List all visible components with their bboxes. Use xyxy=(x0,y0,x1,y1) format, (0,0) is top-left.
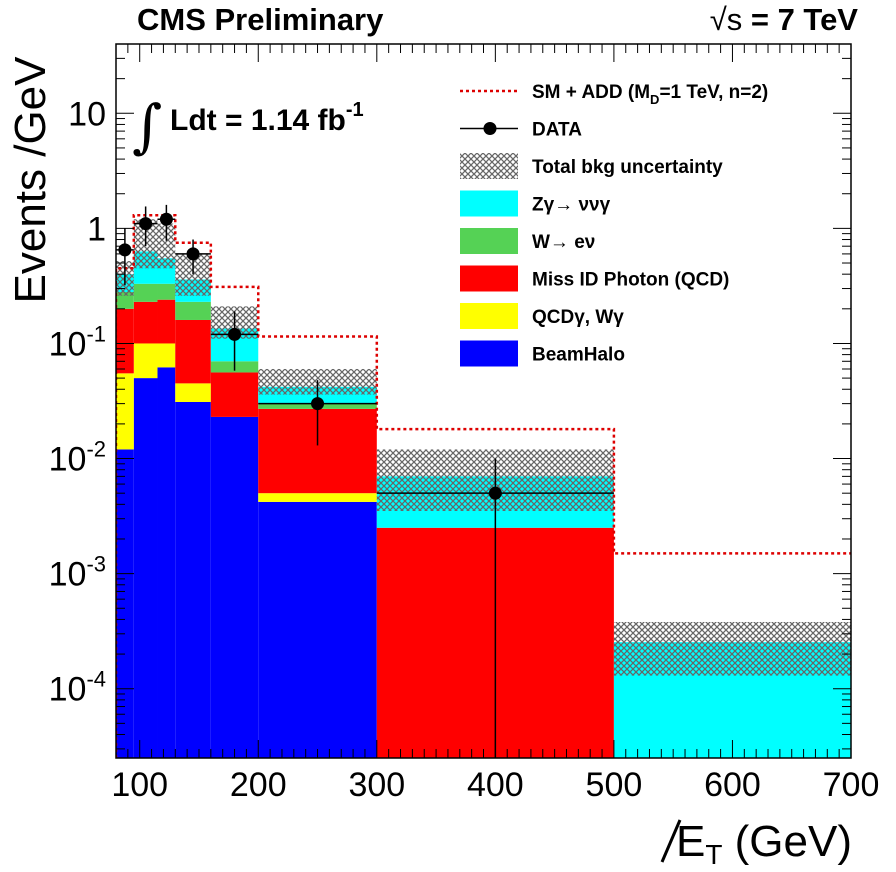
bar-w-e-1 xyxy=(133,283,158,302)
data-point-4 xyxy=(228,327,242,341)
legend-label-main-7: BeamHalo xyxy=(532,345,625,366)
bar-w-e-3 xyxy=(175,301,211,320)
x-tick-label-300: 300 xyxy=(348,766,405,804)
y-tick-base-2: 10 xyxy=(49,325,87,363)
y-tick-label-0: 10 xyxy=(68,95,106,133)
legend-label-main-0: SM + ADD (M xyxy=(532,82,650,103)
integral-sign: ∫ xyxy=(132,92,162,160)
bar-qcd-w-2 xyxy=(157,343,176,368)
legend-swatch-6 xyxy=(460,303,518,329)
x-axis-title-unit: (GeV) xyxy=(722,817,852,866)
bar-w-e-2 xyxy=(157,283,176,300)
legend-label-main-6: QCDγ, Wγ xyxy=(532,307,624,328)
x-tick-label-200: 200 xyxy=(230,766,287,804)
legend-label-main-2: Total bkg uncertainty xyxy=(532,157,723,178)
legend-swatch-7 xyxy=(460,340,518,367)
data-point-2 xyxy=(159,212,173,226)
luminosity-value: Ldt = 1.14 fb xyxy=(170,104,346,137)
legend-label-rest-0: =1 TeV, n=2) xyxy=(659,82,768,103)
legend-label-4: W→ eν xyxy=(532,232,595,253)
uncertainty-band-2 xyxy=(157,223,176,269)
bar-qcd-w-3 xyxy=(175,383,211,402)
x-axis-title-sub: T xyxy=(705,839,722,870)
legend-label-5: Miss ID Photon (QCD) xyxy=(532,270,729,291)
cms-preliminary-label: CMS Preliminary xyxy=(137,2,384,37)
energy-value: = 7 TeV xyxy=(742,2,858,37)
x-tick-label-100: 100 xyxy=(111,766,168,804)
bar-miss-id-photon-qcd-1 xyxy=(133,301,158,344)
legend: SM + ADD (MD=1 TeV, n=2) DATA Total bkg un… xyxy=(460,82,768,367)
luminosity-exponent: -1 xyxy=(346,99,364,121)
stacked-bars xyxy=(116,251,851,758)
x-tick-label-600: 600 xyxy=(704,766,761,804)
legend-swatch-3 xyxy=(460,190,518,217)
bar-beamhalo-4 xyxy=(210,416,259,758)
bar-beamhalo-1 xyxy=(133,378,158,758)
x-tick-labels: 100 200 300 400 500 600 700 xyxy=(111,766,879,804)
legend-label-sub-0: D xyxy=(650,92,659,107)
bar-beamhalo-0 xyxy=(116,449,134,758)
legend-label-2: Total bkg uncertainty xyxy=(532,157,723,178)
legend-label-main-3: Zγ→ ννγ xyxy=(532,195,611,216)
bar-qcd-w-5 xyxy=(258,493,377,502)
legend-swatch-4 xyxy=(460,228,518,254)
legend-label-1: DATA xyxy=(532,120,582,141)
axis-ticks xyxy=(115,43,852,758)
x-tick-label-400: 400 xyxy=(467,766,524,804)
y-tick-exp-2: -1 xyxy=(86,321,106,346)
y-tick-exp-3: -2 xyxy=(86,437,106,462)
signal-histogram xyxy=(116,214,851,758)
bar-miss-id-photon-qcd-3 xyxy=(175,319,211,384)
met-slash xyxy=(660,819,682,863)
legend-label-main-1: DATA xyxy=(532,120,582,141)
legend-swatch-marker-1 xyxy=(483,122,497,135)
x-axis-title: ET (GeV) xyxy=(676,817,852,870)
x-tick-label-500: 500 xyxy=(586,766,643,804)
legend-label-3: Zγ→ ννγ xyxy=(532,195,611,216)
y-tick-base-1: 1 xyxy=(87,210,106,248)
y-tick-label-3: 10-2 xyxy=(49,437,106,479)
bar-beamhalo-2 xyxy=(157,367,176,758)
data-point-0 xyxy=(118,243,132,257)
data-point-6 xyxy=(488,486,502,500)
bar-qcd-w-1 xyxy=(133,343,158,379)
uncertainty-band-7 xyxy=(613,621,851,676)
data-point-5 xyxy=(311,397,325,411)
legend-label-6: QCDγ, Wγ xyxy=(532,307,624,328)
x-tick-label-700: 700 xyxy=(823,766,880,804)
data-point-3 xyxy=(186,247,200,261)
bar-miss-id-photon-qcd-2 xyxy=(157,299,176,344)
legend-label-main-5: Miss ID Photon (QCD) xyxy=(532,270,729,291)
sqrt-s-symbol: √s xyxy=(709,2,743,37)
bar-miss-id-photon-qcd-0 xyxy=(116,308,134,374)
data-point-1 xyxy=(139,217,153,231)
legend-label-0: SM + ADD (MD=1 TeV, n=2) xyxy=(532,82,768,107)
y-tick-label-4: 10-3 xyxy=(49,552,106,594)
y-tick-base-4: 10 xyxy=(49,556,87,594)
y-tick-base-0: 10 xyxy=(68,95,106,133)
y-tick-label-2: 10-1 xyxy=(49,321,106,363)
y-tick-base-5: 10 xyxy=(49,671,87,709)
bar-w-e-0 xyxy=(116,291,134,309)
y-tick-base-3: 10 xyxy=(49,441,87,479)
legend-label-7: BeamHalo xyxy=(532,345,625,366)
luminosity-label: Ldt = 1.14 fb-1 xyxy=(170,99,364,137)
energy-label: √s = 7 TeV xyxy=(710,2,858,38)
bar-qcd-w-0 xyxy=(116,373,134,450)
x-axis-title-main: E xyxy=(676,817,705,866)
y-tick-exp-4: -3 xyxy=(86,552,106,577)
y-axis-title: Events /GeV xyxy=(6,56,55,304)
legend-swatch-5 xyxy=(460,265,518,292)
bar-miss-id-photon-qcd-4 xyxy=(210,372,259,417)
y-tick-exp-5: -4 xyxy=(86,667,106,692)
signal-line xyxy=(116,214,851,758)
y-tick-label-1: 1 xyxy=(87,210,106,248)
y-tick-label-5: 10-4 xyxy=(49,667,106,709)
legend-swatch-2 xyxy=(460,153,518,179)
legend-label-main-4: W→ eν xyxy=(532,232,595,253)
bar-beamhalo-5 xyxy=(258,501,377,758)
bar-beamhalo-3 xyxy=(175,401,211,758)
